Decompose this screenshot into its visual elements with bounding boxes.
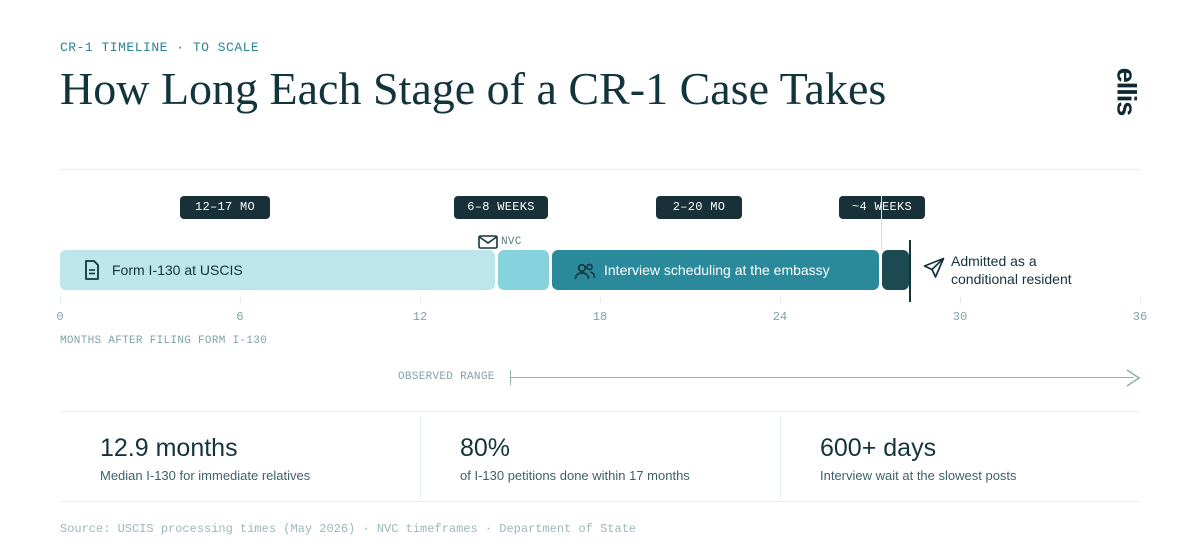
envelope-icon [478,235,498,249]
stats-separator-2 [780,416,781,500]
axis-tick [600,297,601,303]
people-icon [574,262,596,280]
stage-bar [498,250,549,290]
stats-divider-bottom [60,501,1140,502]
brand-logo: ellis [1111,58,1142,122]
stage-duration-badge: ~4 WEEKS [839,196,925,219]
eyebrow-label: CR-1 TIMELINE · TO SCALE [60,40,260,55]
stats-divider-top [60,411,1140,412]
milestone-line [909,240,911,302]
source-note: Source: USCIS processing times (May 2026… [60,522,637,536]
axis-title: MONTHS AFTER FILING FORM I-130 [60,335,268,347]
axis-tick-label: 6 [236,310,244,324]
document-icon [84,260,100,280]
stat-days-label: Interview wait at the slowest posts [820,468,1017,483]
axis-tick [1140,297,1141,303]
milestone-label-line1: Admitted as a [951,253,1037,269]
axis-tick [60,297,61,303]
axis-tick [240,297,241,303]
axis-tick-label: 0 [56,310,64,324]
axis-tick-label: 36 [1132,310,1148,324]
stat-median-label: Median I-130 for immediate relatives [100,468,311,483]
axis-tick-label: 12 [412,310,428,324]
paper-plane-icon [923,257,945,279]
brand-logo-text: ellis [1111,67,1142,116]
stage-bar [882,250,909,290]
observed-range-line [510,377,1134,378]
stage-duration-badge: 6–8 WEEKS [454,196,548,219]
milestone-label-line2: conditional resident [951,271,1072,287]
observed-range-arrowhead-icon [1124,369,1142,387]
stat-percent-value: 80% [460,434,511,462]
axis-tick-label: 18 [592,310,608,324]
axis-tick [420,297,421,303]
observed-range-label: OBSERVED RANGE [398,371,495,383]
stat-percent-label: of I-130 petitions done within 17 months [460,468,690,483]
top-divider [60,169,1140,170]
stage-duration-badge: 12–17 MO [180,196,270,219]
axis-tick [780,297,781,303]
stage-bar [552,250,879,290]
stage-duration-badge: 2–20 MO [656,196,742,219]
stage-label-nvc: NVC [501,236,522,248]
axis-tick [960,297,961,303]
stat-median-value: 12.9 months [100,434,238,462]
stats-separator-1 [420,416,421,500]
stage-label: Interview scheduling at the embassy [604,262,830,278]
axis-tick-label: 30 [952,310,968,324]
milestone-guide [881,196,882,250]
stat-days-value: 600+ days [820,434,937,462]
page-title: How Long Each Stage of a CR-1 Case Takes [60,63,887,114]
axis-tick-label: 24 [772,310,788,324]
stage-bar [60,250,495,290]
stage-label: Form I-130 at USCIS [112,262,243,278]
